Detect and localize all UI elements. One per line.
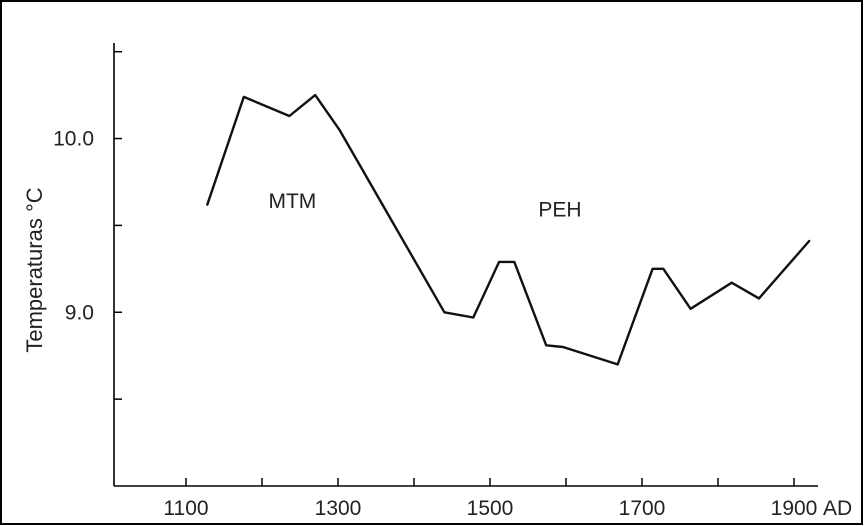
annotation-peh: PEH [538,199,581,222]
series-layer [206,93,811,366]
x-tick-label-1700: 1700 [619,497,666,520]
x-axis-label: AD [823,497,852,520]
annotation-mtm: MTM [268,190,316,213]
annotation-layer: MTM PEH [268,190,581,222]
y-axis-label: Temperaturas °C [22,187,47,352]
temperature-series-line [206,93,811,366]
x-tick-label-1900: 1900 [771,497,818,520]
x-ticks: 1100 1300 1500 1700 1900 [163,478,817,520]
y-tick-label-10: 10.0 [53,128,94,151]
y-ticks: 9.0 10.0 [53,50,122,400]
x-tick-label-1300: 1300 [315,497,362,520]
x-tick-label-1100: 1100 [163,497,208,520]
x-tick-label-1500: 1500 [467,497,514,520]
y-tick-label-9: 9.0 [65,301,94,324]
